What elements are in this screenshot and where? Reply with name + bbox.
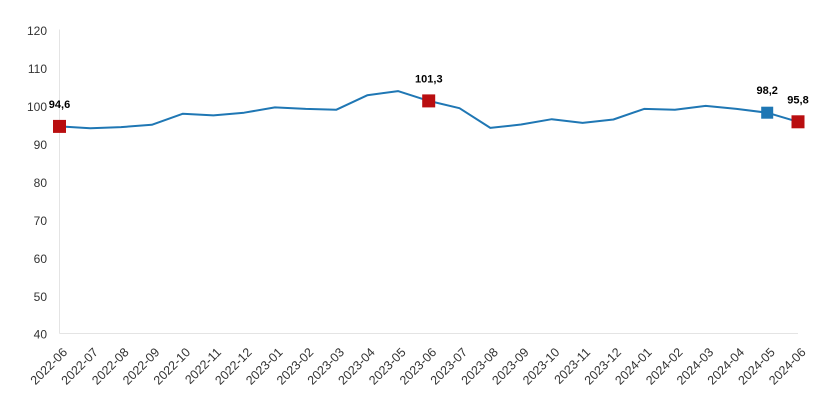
svg-text:40: 40	[34, 328, 48, 342]
svg-text:101,3: 101,3	[415, 73, 443, 85]
svg-text:80: 80	[34, 176, 48, 190]
svg-text:100: 100	[27, 100, 47, 114]
svg-text:90: 90	[34, 138, 48, 152]
svg-text:94,6: 94,6	[49, 99, 70, 111]
svg-text:110: 110	[28, 62, 47, 76]
svg-text:70: 70	[34, 214, 48, 228]
svg-text:50: 50	[34, 290, 48, 304]
svg-text:95,8: 95,8	[787, 94, 808, 106]
svg-text:98,2: 98,2	[756, 85, 777, 97]
svg-text:60: 60	[34, 252, 48, 266]
svg-text:120: 120	[27, 24, 47, 38]
